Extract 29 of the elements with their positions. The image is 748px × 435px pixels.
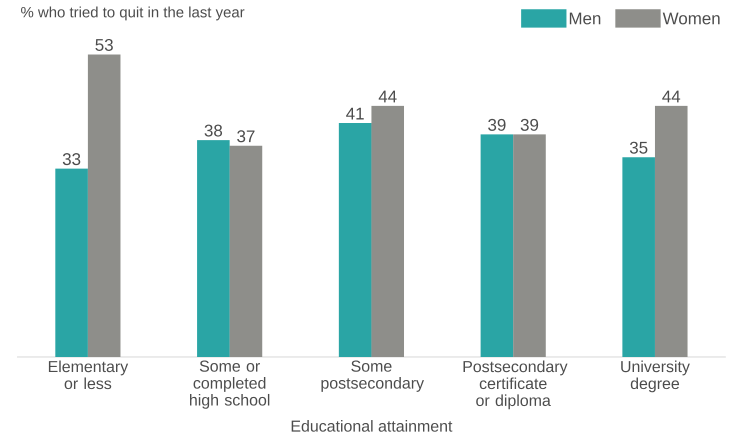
data-label: 44 — [378, 90, 397, 102]
x-tick-label: Elementary or less — [48, 360, 128, 390]
data-label: 44 — [662, 90, 680, 102]
x-tick-label: Postsecondary certificate or diploma — [464, 360, 568, 410]
bar — [480, 134, 514, 358]
x-tick-label: Some postsecondary — [321, 360, 424, 392]
bar — [338, 123, 372, 358]
bar — [654, 106, 688, 358]
legend-label: Men — [570, 12, 600, 24]
bar — [371, 106, 404, 358]
data-label: 38 — [204, 124, 222, 137]
data-label: 39 — [488, 118, 506, 131]
x-tick-label: University degree — [621, 360, 690, 392]
data-label: 39 — [520, 118, 538, 131]
data-label: 41 — [346, 108, 364, 120]
data-label: 53 — [95, 39, 113, 51]
bar — [55, 168, 88, 358]
x-axis-title: Educational attainment — [292, 420, 452, 432]
data-label: 35 — [630, 142, 648, 154]
bar — [230, 146, 262, 358]
legend-label: Women — [662, 12, 720, 24]
bar — [197, 140, 230, 358]
bar — [622, 157, 655, 358]
x-tick-label: Some or completed high school — [190, 360, 270, 409]
data-label: 37 — [237, 130, 255, 142]
bar — [513, 134, 546, 358]
bar — [88, 54, 120, 358]
chart-title: % who tried to quit in the last year — [21, 6, 244, 20]
data-label: 33 — [62, 153, 80, 166]
